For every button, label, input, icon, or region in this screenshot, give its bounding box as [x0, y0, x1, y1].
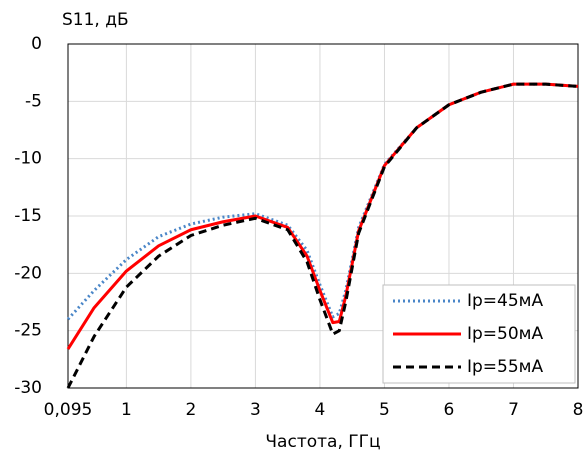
y-tick-label: -25 [14, 321, 42, 341]
chart-title: S11, дБ [62, 10, 129, 30]
y-tick-label: -5 [25, 91, 42, 111]
y-tick-label: -10 [14, 149, 42, 169]
legend-label: Ip=55мА [467, 357, 544, 377]
x-tick-label: 6 [444, 400, 455, 420]
x-tick-label: 7 [508, 400, 519, 420]
x-tick-label: 5 [379, 400, 390, 420]
x-tick-label: 0,095 [44, 400, 93, 420]
y-tick-label: -20 [14, 263, 42, 283]
legend-label: Ip=50мА [467, 324, 544, 344]
y-tick-label: -15 [14, 206, 42, 226]
x-tick-label: 2 [185, 400, 196, 420]
data-line [66, 82, 579, 321]
data-line [66, 82, 579, 389]
x-tick-label: 8 [573, 400, 584, 420]
x-tick-label: 1 [121, 400, 132, 420]
plot-frame [67, 43, 579, 389]
legend-label: Ip=45мА [467, 291, 544, 311]
y-tick-label: 0 [31, 34, 42, 54]
x-tick-label: 3 [250, 400, 261, 420]
x-tick-label: 4 [315, 400, 326, 420]
x-axis-label: Частота, ГГц [265, 432, 380, 452]
y-tick-label: -30 [14, 378, 42, 398]
